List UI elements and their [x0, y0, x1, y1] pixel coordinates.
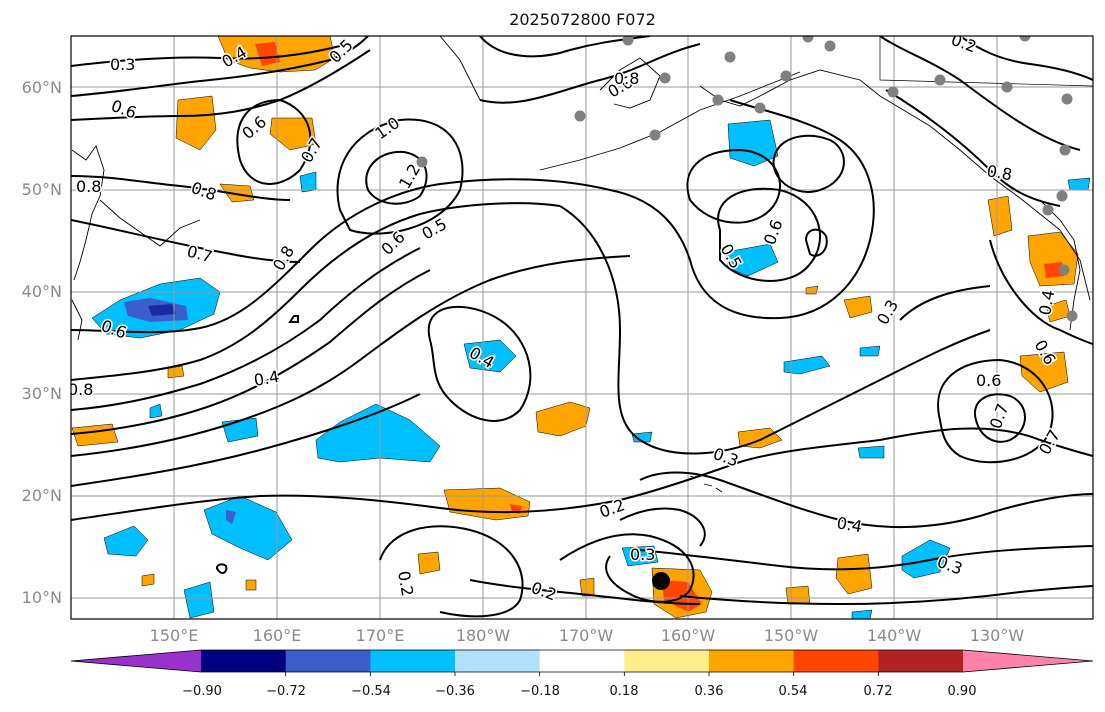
colorbar-segment — [709, 650, 795, 672]
colorbar-tick-label: −0.36 — [435, 684, 475, 699]
coastlines — [71, 36, 1093, 493]
colorbar-segment — [285, 650, 371, 672]
colorbar-tick-label: −0.72 — [266, 684, 306, 699]
lon-label-150w: 150°W — [763, 626, 819, 645]
colorbar-tick-label: 0.54 — [778, 684, 808, 699]
contour-label: 0.8 — [614, 69, 639, 88]
contour-label: 0.2 — [529, 578, 559, 605]
plot-frame — [70, 35, 1094, 620]
colorbar-tick-label: 0.90 — [947, 684, 977, 699]
colorbar-segment — [793, 650, 879, 672]
contour-label: 0.6 — [976, 371, 1001, 390]
colorbar-segment — [455, 650, 541, 672]
lon-label-160e: 160°E — [252, 626, 302, 645]
lat-label-10n: 10°N — [21, 588, 62, 607]
colorbar — [70, 649, 1094, 676]
colorbar-segment — [624, 650, 710, 672]
colorbar-segment — [370, 650, 456, 672]
contour-label: 0.3 — [110, 55, 135, 74]
colorbar-tick-label: 0.72 — [863, 684, 893, 699]
colorbar-extend-high — [963, 650, 1093, 672]
lat-label-50n: 50°N — [21, 180, 62, 199]
colorbar-tick-label: −0.54 — [351, 684, 391, 699]
colorbar-tick-label: −0.18 — [520, 684, 560, 699]
lon-label-180w: 180°W — [455, 626, 511, 645]
storm-center-marker — [652, 572, 670, 590]
contour-label: 0.8 — [76, 177, 101, 196]
colorbar-segment — [878, 650, 964, 672]
lon-label-160w: 160°W — [660, 626, 716, 645]
lat-label-40n: 40°N — [21, 282, 62, 301]
colorbar-extend-low — [71, 650, 201, 672]
lat-label-60n: 60°N — [21, 78, 62, 97]
colorbar-tick-label: 0.18 — [609, 684, 639, 699]
map-title: 2025072800 F072 — [509, 10, 656, 29]
contour-label: 0.8 — [68, 380, 93, 399]
lat-label-30n: 30°N — [21, 384, 62, 403]
contour-label: 0.2 — [394, 569, 417, 597]
lat-label-20n: 20°N — [21, 486, 62, 505]
colorbar-segment — [539, 650, 625, 672]
lon-label-130w: 130°W — [969, 626, 1025, 645]
colorbar-outline — [70, 649, 1094, 673]
lon-label-150e: 150°E — [149, 626, 199, 645]
colorbar-tick-label: 0.36 — [694, 684, 724, 699]
lon-label-140w: 140°W — [866, 626, 922, 645]
lon-label-170w: 170°W — [558, 626, 614, 645]
colorbar-tick-label: −0.90 — [182, 684, 222, 699]
colorbar-segment — [201, 650, 287, 672]
lon-label-170e: 170°E — [355, 626, 405, 645]
station-markers — [416, 36, 1078, 322]
contour-label: 0.3 — [630, 545, 655, 564]
contours — [71, 36, 1093, 618]
